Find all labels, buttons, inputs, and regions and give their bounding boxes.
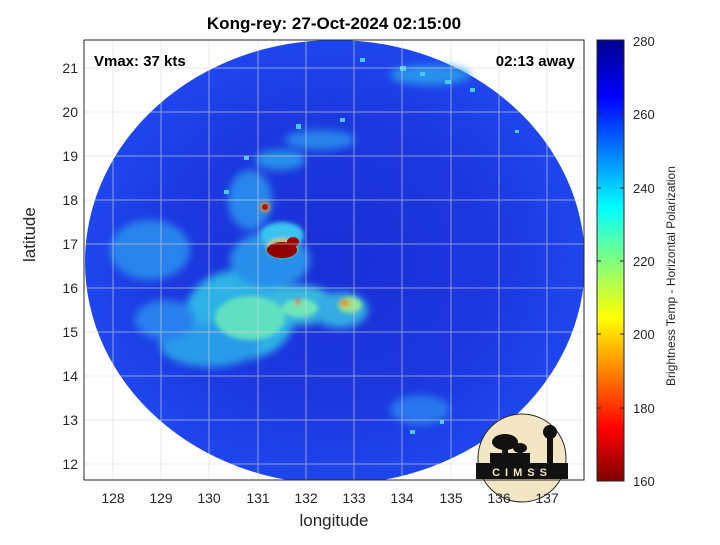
x-tick: 137 [535, 490, 559, 506]
x-tick: 133 [342, 490, 366, 506]
colorbar-tick: 160 [633, 474, 655, 489]
logo-text: CIMSS [492, 467, 552, 479]
y-tick: 19 [62, 148, 78, 164]
colorbar-scale [596, 39, 625, 482]
x-tick: 134 [390, 490, 414, 506]
y-tick-labels: 21 20 19 18 17 16 15 14 13 12 [62, 60, 78, 472]
axes-frame [83, 39, 585, 481]
colorbar-tick: 240 [633, 181, 655, 196]
x-tick: 136 [487, 490, 511, 506]
colorbar-tick: 200 [633, 327, 655, 342]
y-tick: 18 [62, 192, 78, 208]
x-tick: 135 [439, 490, 463, 506]
y-tick: 12 [62, 456, 78, 472]
x-axis-label: longitude [299, 511, 369, 530]
y-tick: 15 [62, 324, 78, 340]
x-tick: 130 [197, 490, 221, 506]
x-tick-labels: 128 129 130 131 132 133 134 135 136 137 [101, 490, 559, 506]
y-tick: 14 [62, 368, 78, 384]
brightness-swath [85, 40, 584, 480]
y-tick: 21 [62, 60, 78, 76]
convective-cores [215, 202, 362, 340]
colorbar-tick: 180 [633, 401, 655, 416]
x-tick: 129 [149, 490, 173, 506]
plot-title: Kong-rey: 27-Oct-2024 02:15:00 [206, 14, 462, 33]
colorbar-tick: 220 [633, 254, 655, 269]
vmax-label: Vmax: 37 kts [94, 53, 186, 70]
x-tick: 128 [101, 490, 125, 506]
colorbar-tick: 280 [633, 34, 655, 49]
y-tick: 17 [62, 236, 78, 252]
swath-disk [85, 40, 584, 480]
y-tick: 16 [62, 280, 78, 296]
colorbar-tick: 260 [633, 107, 655, 122]
time-away-label: 02:13 away [495, 53, 575, 70]
x-tick: 132 [294, 490, 318, 506]
y-tick: 13 [62, 412, 78, 428]
x-tick: 131 [246, 490, 270, 506]
grid [84, 40, 584, 480]
y-tick: 20 [62, 104, 78, 120]
